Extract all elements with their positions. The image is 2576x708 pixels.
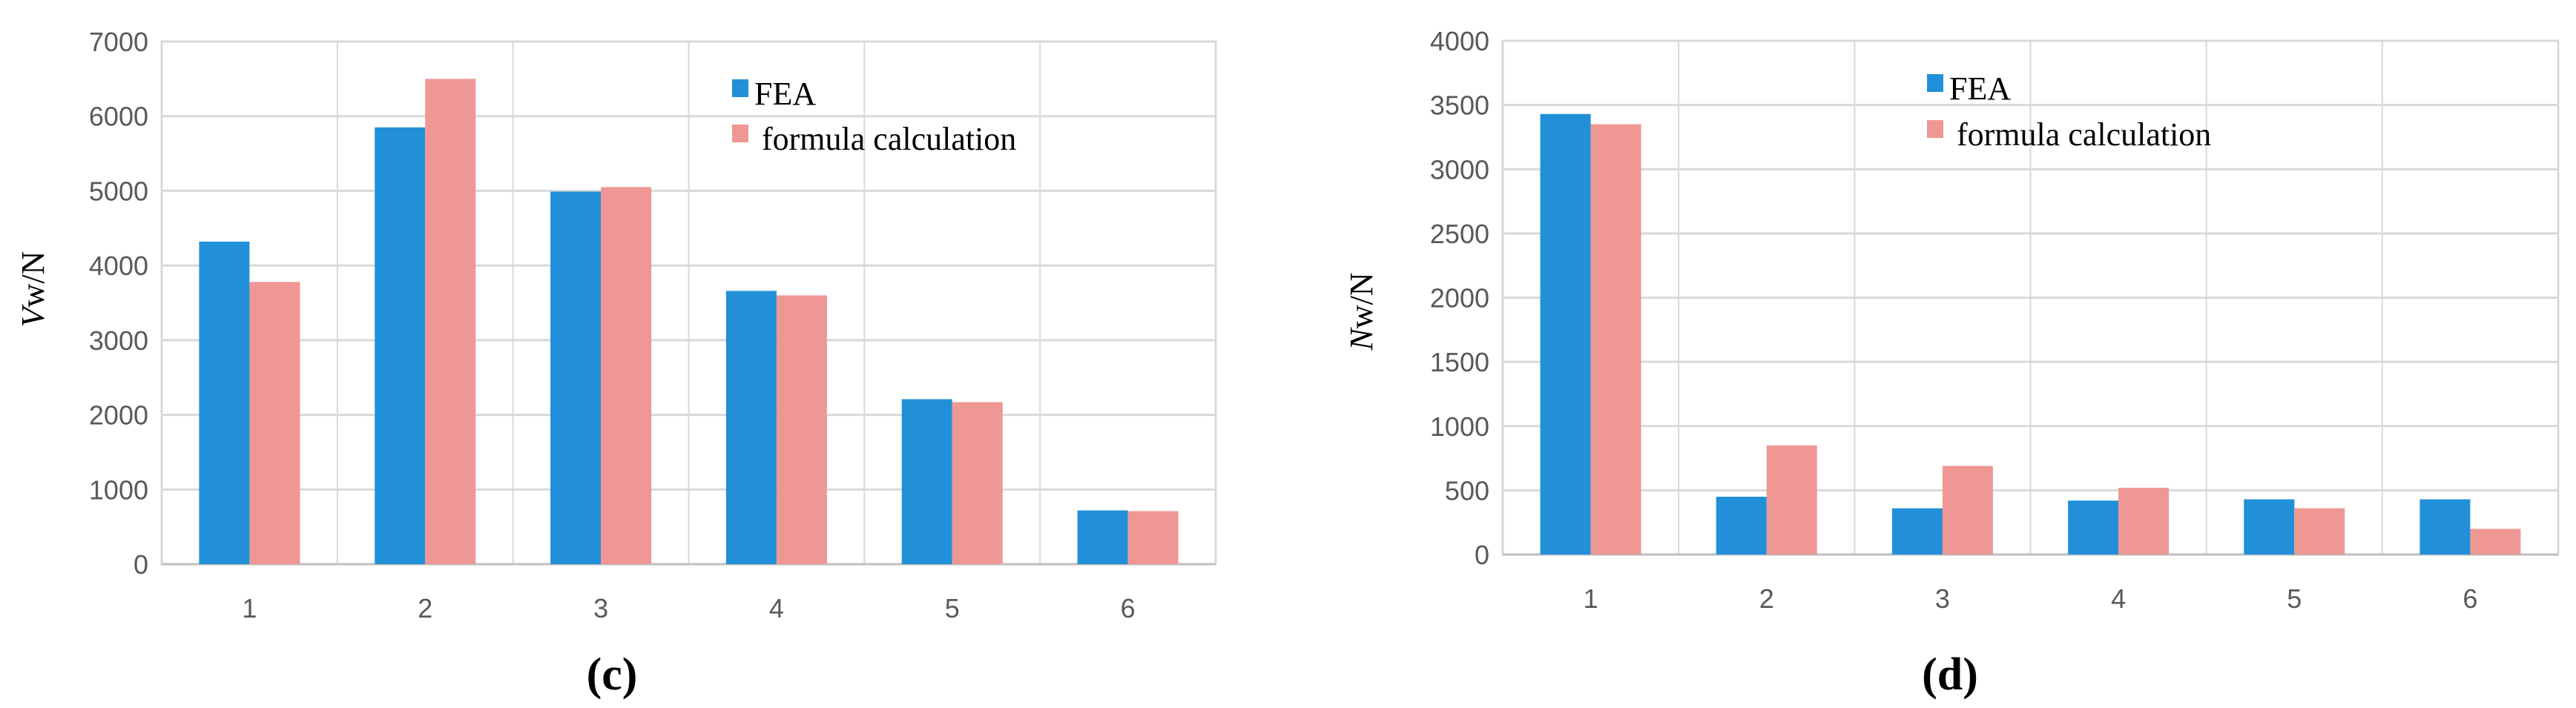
bar-formula-3 (601, 187, 652, 564)
y-tick-label: 7000 (89, 27, 148, 57)
bar-fea-6 (1077, 510, 1128, 564)
bar-fea-1 (1540, 113, 1591, 555)
bar-fea-5 (2244, 499, 2295, 555)
y-tick-label: 2000 (89, 400, 148, 431)
y-tick-label: 0 (134, 549, 148, 580)
bar-formula-5 (952, 402, 1003, 564)
x-tick-label: 5 (2287, 583, 2302, 614)
x-tick-label: 4 (2111, 583, 2126, 614)
y-tick-label: 1500 (1430, 347, 1489, 377)
bar-formula-4 (776, 295, 827, 564)
y-tick-label: 4000 (89, 251, 148, 281)
y-axis-label: Vw/N (15, 251, 51, 328)
bar-formula-1 (249, 282, 300, 564)
x-tick-label: 6 (1121, 593, 1136, 623)
x-tick-label: 2 (418, 593, 432, 623)
x-tick-label: 6 (2463, 583, 2477, 614)
y-tick-label: 6000 (89, 102, 148, 132)
legend-swatch-fea (732, 79, 748, 97)
y-tick-label: 0 (1475, 540, 1489, 570)
bar-fea-3 (1891, 508, 1943, 555)
x-tick-label: 1 (242, 593, 257, 623)
bar-formula-5 (2294, 508, 2345, 555)
y-tick-label: 5000 (89, 176, 148, 206)
y-tick-label: 500 (1445, 475, 1489, 506)
chart-panel-d: 0 500 1000 1500 2000 2500 3000 3500 4000 1 2 3 4 5 6 FE… (1343, 26, 2560, 700)
bar-fea-2 (1716, 497, 1767, 555)
bar-formula-2 (425, 79, 476, 565)
bar-formula-6 (1127, 511, 1179, 564)
y-tick-label: 1000 (1430, 411, 1489, 442)
bar-fea-4 (2068, 500, 2119, 555)
y-axis-label-unit: w/N (1343, 272, 1380, 328)
panel-caption: (c) (587, 649, 638, 700)
y-tick-label: 2000 (1430, 283, 1489, 314)
bar-formula-6 (2470, 529, 2521, 555)
y-tick-label: 1000 (89, 474, 148, 505)
bar-fea-3 (550, 191, 602, 564)
bar-formula-2 (1766, 445, 1817, 555)
x-tick-label: 1 (1584, 583, 1598, 614)
bar-formula-1 (1590, 124, 1641, 555)
y-tick-label: 3000 (1430, 154, 1489, 185)
x-tick-label: 4 (769, 593, 784, 623)
bar-fea-2 (375, 127, 426, 565)
bar-fea-1 (199, 241, 250, 564)
y-axis-label-unit: w/N (15, 251, 51, 308)
y-tick-label: 3000 (89, 325, 148, 356)
y-axis-label-symbol: N (1343, 327, 1380, 351)
legend-label: formula calculation (762, 121, 1016, 157)
bar-fea-5 (901, 399, 952, 564)
bar-formula-3 (1942, 466, 1993, 555)
legend-swatch-fea (1927, 74, 1943, 92)
y-tick-label: 3500 (1430, 90, 1489, 121)
x-tick-label: 3 (593, 593, 608, 623)
y-axis-label-symbol: V (15, 303, 51, 327)
legend-label: FEA (754, 76, 816, 112)
x-tick-label: 3 (1935, 583, 1950, 614)
chart-panel-c: 0 1000 2000 3000 4000 5000 6000 7000 1 2 3 4 5 6 FEA fo… (15, 27, 1217, 700)
x-tick-label: 5 (945, 593, 960, 623)
y-axis-label: Nw/N (1343, 272, 1380, 351)
legend-swatch-formula (732, 125, 748, 142)
legend-label: FEA (1949, 70, 2011, 107)
x-tick-label: 2 (1759, 583, 1774, 614)
legend-swatch-formula (1927, 120, 1943, 138)
panel-caption: (d) (1922, 649, 1978, 700)
bar-fea-4 (725, 291, 777, 564)
y-tick-label: 4000 (1430, 26, 1489, 56)
legend-label: formula calculation (1957, 116, 2211, 153)
bar-formula-4 (2118, 487, 2170, 555)
bar-fea-6 (2419, 499, 2471, 555)
y-tick-label: 2500 (1430, 219, 1489, 249)
